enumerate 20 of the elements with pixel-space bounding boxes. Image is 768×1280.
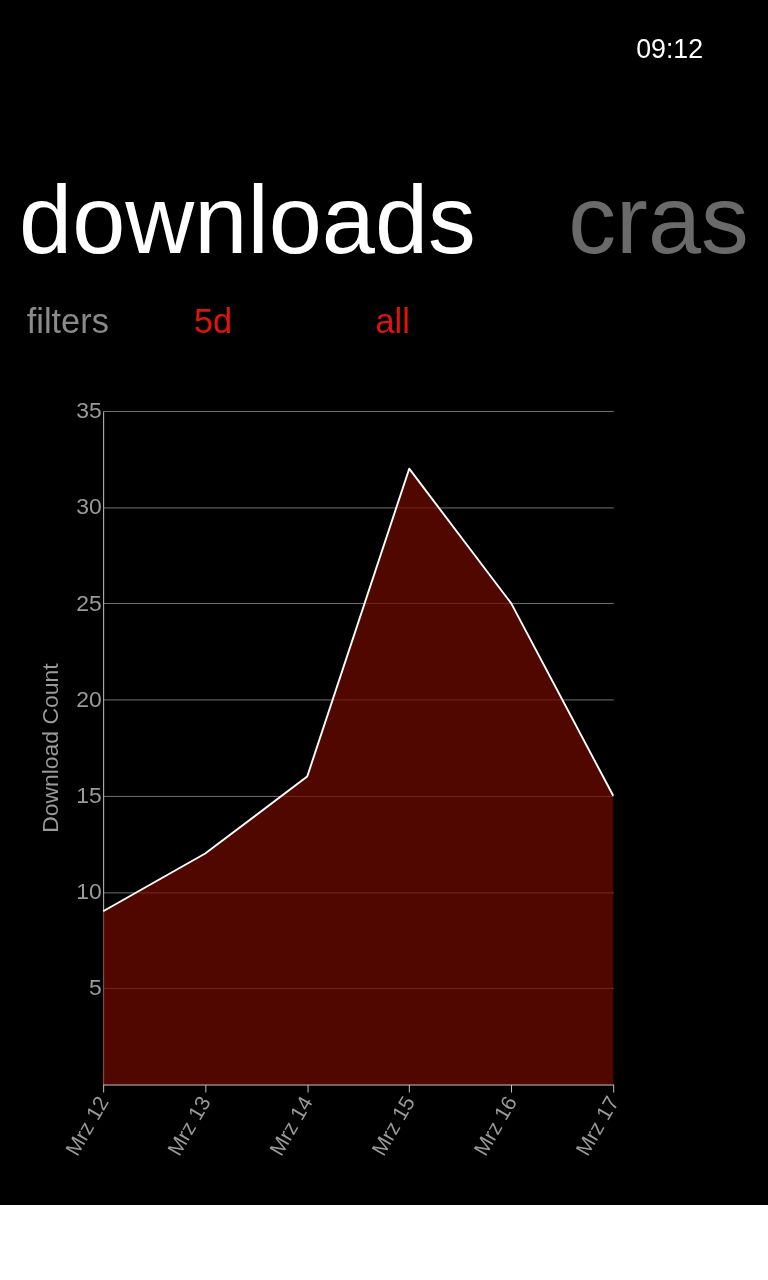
y-tick-label: 10 <box>76 878 102 905</box>
text: 5d <box>193 301 233 340</box>
text: all <box>375 301 410 340</box>
text: filters <box>26 301 109 340</box>
y-tick-label: 25 <box>76 589 102 616</box>
y-tick-label: 35 <box>76 397 102 424</box>
chart-title: downloads <box>19 167 476 274</box>
x-tick-label: Mrz 13 <box>162 1092 215 1160</box>
x-tick-label: Mrz 16 <box>468 1092 521 1160</box>
text: 09:12 <box>636 33 704 64</box>
text: cras <box>568 167 749 274</box>
x-tick-label: Mrz 14 <box>264 1091 318 1160</box>
y-tick-label: 30 <box>76 493 102 520</box>
x-tick-label: Mrz 15 <box>366 1092 419 1160</box>
y-tick-label: 15 <box>76 781 102 808</box>
x-tick-label: Mrz 12 <box>60 1092 113 1160</box>
y-tick-label: 5 <box>88 974 102 1001</box>
x-tick-label: Mrz 17 <box>570 1092 623 1160</box>
y-tick-label: 20 <box>76 685 102 712</box>
y-axis-title: Download Count <box>37 662 64 833</box>
